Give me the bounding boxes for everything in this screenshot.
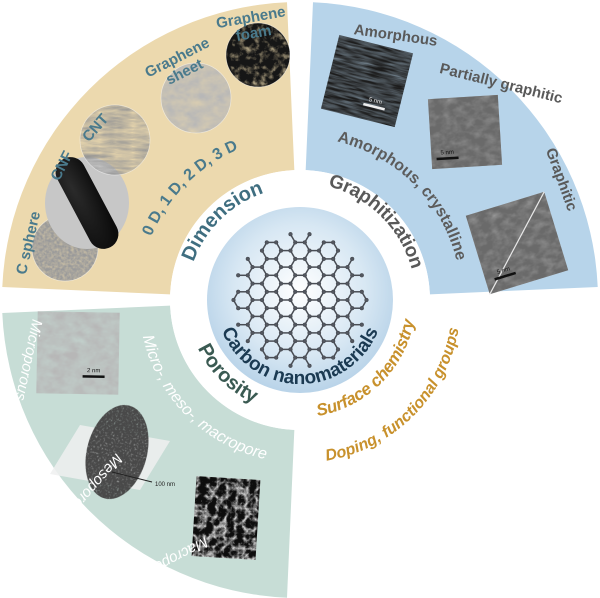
svg-text:2 nm: 2 nm [87, 368, 100, 374]
svg-text:5 nm: 5 nm [440, 150, 454, 157]
svg-text:100 nm: 100 nm [155, 482, 175, 488]
